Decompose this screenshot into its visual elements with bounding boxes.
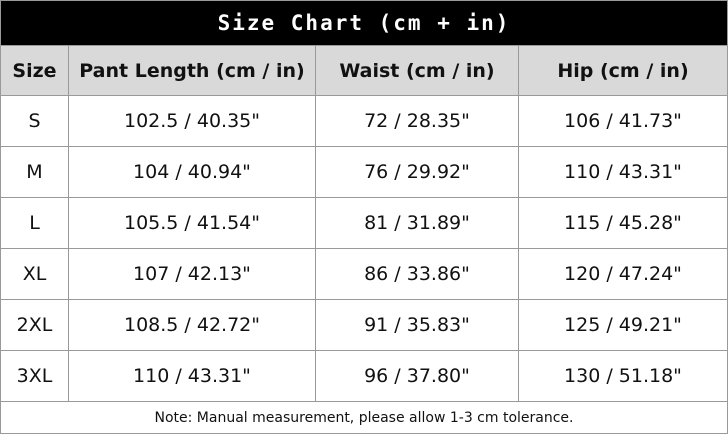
table-cell: 2XL [1,300,69,350]
table-cell: 106 / 41.73" [564,110,682,132]
table-row: L 105.5 / 41.54" 81 / 31.89" 115 / 45.28" [1,197,727,248]
table-cell: 96 / 37.80" [316,351,519,401]
table-cell: 110 / 43.31" [564,161,682,183]
table-row: S 102.5 / 40.35" 72 / 28.35" 106 / 41.73" [1,95,727,146]
table-cell: 107 / 42.13" [69,249,316,299]
table-cell: 115 / 45.28" [564,212,682,234]
header-cell: Size [1,46,69,95]
table-cell: 72 / 28.35" [316,96,519,146]
table-cell: 108.5 / 42.72" [69,300,316,350]
table-row: 3XL 110 / 43.31" 96 / 37.80" 130 / 51.18" [1,350,727,401]
table-cell: 3XL [1,351,69,401]
table-cell: 91 / 35.83" [316,300,519,350]
header-cell: Waist (cm / in) [316,46,519,95]
header-row: Size Pant Length (cm / in) Waist (cm / in)… [1,45,727,95]
title: Size Chart (cm + in) [1,1,727,45]
table-cell: 130 / 51.18" [564,365,682,387]
table: Size Pant Length (cm / in) Waist (cm / in)… [1,45,727,401]
table-cell: 76 / 29.92" [316,147,519,197]
table-cell: M [1,147,69,197]
table-row: 2XL 108.5 / 42.72" 91 / 35.83" 125 / 49.21" [1,299,727,350]
header-cell: Hip (cm / in) [557,59,689,82]
table-row: M 104 / 40.94" 76 / 29.92" 110 / 43.31" [1,146,727,197]
table-cell: 102.5 / 40.35" [69,96,316,146]
table-cell: L [1,198,69,248]
table-cell: 104 / 40.94" [69,147,316,197]
table-cell: XL [1,249,69,299]
table-cell: 125 / 49.21" [564,314,682,336]
table-cell: 110 / 43.31" [69,351,316,401]
table-row: XL 107 / 42.13" 86 / 33.86" 120 / 47.24" [1,248,727,299]
table-cell: 81 / 31.89" [316,198,519,248]
table-cell: 86 / 33.86" [316,249,519,299]
note: Note: Manual measurement, please allow 1… [1,401,727,434]
table-cell: S [1,96,69,146]
table-cell: 120 / 47.24" [564,263,682,285]
table-cell: 105.5 / 41.54" [69,198,316,248]
header-cell: Pant Length (cm / in) [69,46,316,95]
